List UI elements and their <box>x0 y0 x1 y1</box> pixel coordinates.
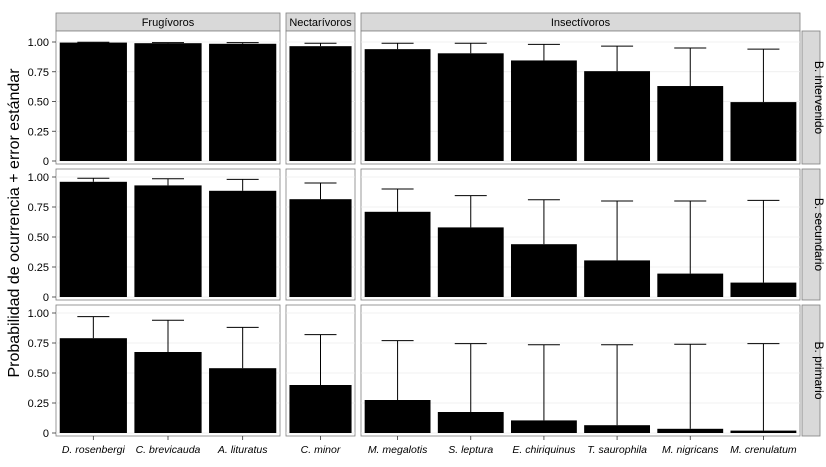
y-tick-label: 0.25 <box>28 126 49 138</box>
bar <box>134 43 202 161</box>
bar <box>364 400 431 433</box>
y-tick-label: 0.75 <box>28 67 49 79</box>
x-tick-label: S. leptura <box>448 444 493 456</box>
row-strip <box>801 168 821 301</box>
bar <box>657 273 724 297</box>
row-strip-label: B. secundario <box>812 198 826 272</box>
bar <box>209 43 277 161</box>
y-tick-label: 1.00 <box>28 308 49 320</box>
bar <box>730 282 797 297</box>
y-tick-label: 0.50 <box>28 232 49 244</box>
bar <box>134 352 202 433</box>
x-tick-label: C. brevicauda <box>136 444 201 456</box>
row-strip <box>801 304 821 437</box>
row-strip-label: B. intervenido <box>812 61 826 135</box>
bar <box>289 385 352 433</box>
y-tick-label: 0.25 <box>28 398 49 410</box>
x-tick-label: C. minor <box>301 444 341 456</box>
y-tick-label: 0.50 <box>28 368 49 380</box>
bar <box>657 86 724 161</box>
bar <box>437 227 504 297</box>
bar <box>584 71 651 161</box>
x-tick-label: D. rosenbergi <box>62 444 126 456</box>
bar <box>437 53 504 161</box>
y-tick-label: 0 <box>43 156 49 168</box>
x-tick-label: T. saurophila <box>587 444 647 456</box>
row-strip <box>801 30 821 165</box>
bar <box>510 60 577 161</box>
column-strip-label: Frugívoros <box>142 17 195 29</box>
bar <box>59 181 127 297</box>
bar <box>289 199 352 297</box>
bar <box>584 260 651 297</box>
y-axis-label: Probabilidad de ocurrencia + error están… <box>6 68 23 378</box>
x-tick-label: M. megalotis <box>368 444 428 456</box>
column-strip-label: Nectarívoros <box>289 17 352 29</box>
bar <box>59 42 127 161</box>
y-tick-label: 0.75 <box>28 202 49 214</box>
y-tick-label: 0 <box>43 292 49 304</box>
bar <box>730 102 797 161</box>
y-tick-label: 0.75 <box>28 338 49 350</box>
y-tick-label: 0.25 <box>28 262 49 274</box>
bar <box>364 49 431 161</box>
bar <box>209 368 277 433</box>
bar <box>364 211 431 297</box>
x-tick-label: M. crenulatum <box>730 444 797 456</box>
bar <box>437 412 504 433</box>
bar <box>209 190 277 297</box>
bar <box>289 46 352 161</box>
panel-background <box>360 30 801 165</box>
bar <box>584 425 651 433</box>
row-strip-label: B. primario <box>812 341 826 399</box>
panel-background <box>360 304 801 437</box>
bar <box>134 185 202 297</box>
y-tick-label: 1.00 <box>28 172 49 184</box>
y-tick-label: 0 <box>43 428 49 440</box>
x-tick-label: E. chiriquinus <box>512 444 576 456</box>
x-tick-label: M. nigricans <box>662 444 719 456</box>
bar <box>59 338 127 433</box>
bar <box>510 420 577 433</box>
bar <box>510 244 577 297</box>
panel-background <box>360 168 801 301</box>
column-strip-label: Insectívoros <box>551 17 611 29</box>
bar <box>657 428 724 433</box>
y-tick-label: 0.50 <box>28 97 49 109</box>
x-tick-label: A. lituratus <box>217 444 268 456</box>
y-tick-label: 1.00 <box>28 37 49 49</box>
bar <box>730 430 797 433</box>
